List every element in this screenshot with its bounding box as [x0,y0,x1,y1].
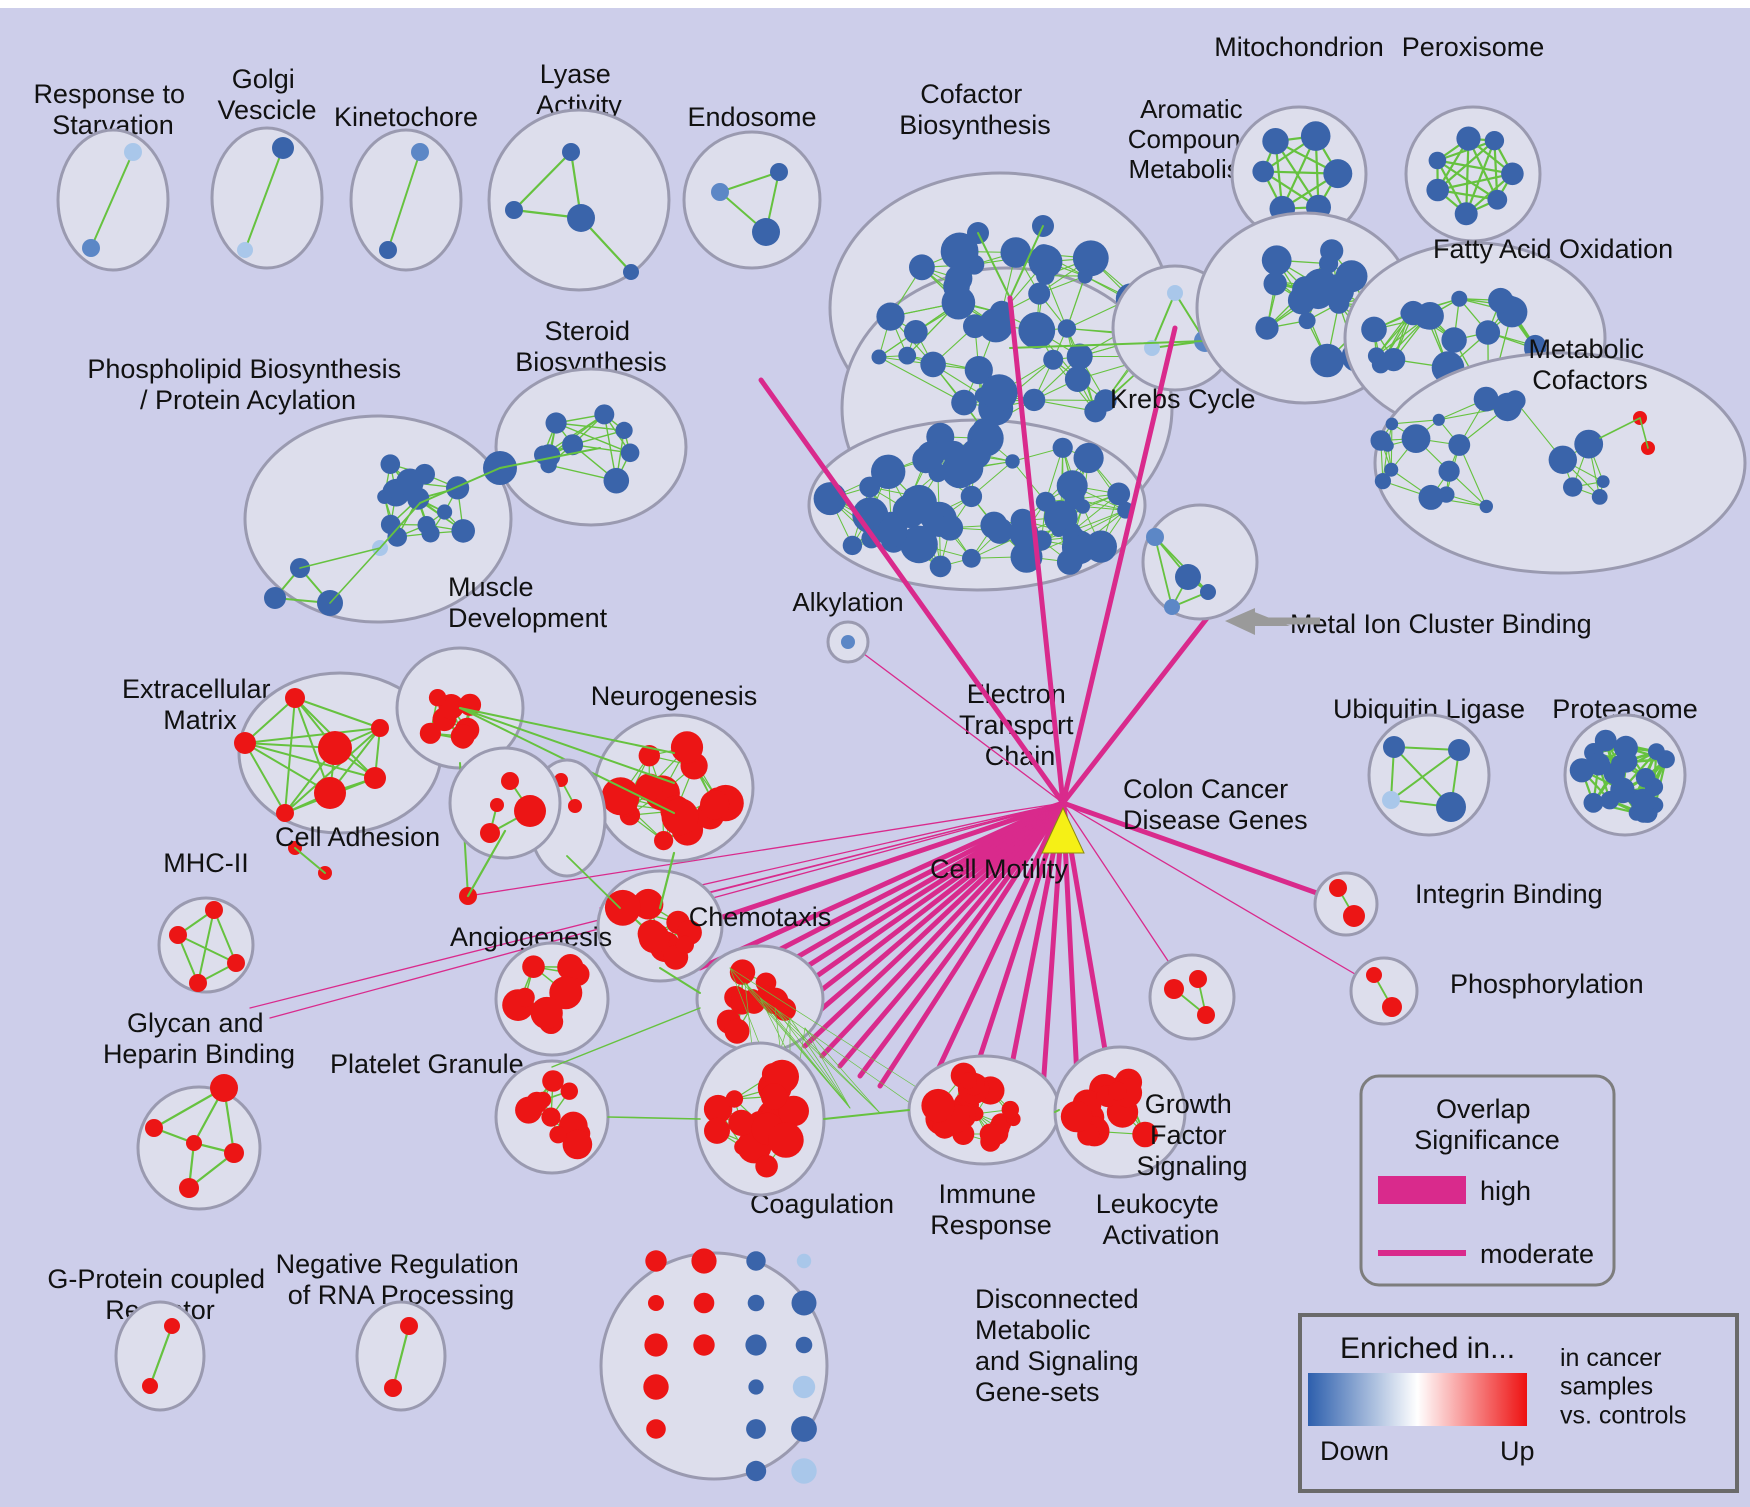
svg-text:high: high [1480,1176,1531,1206]
svg-text:Immune Response: Immune Response [930,1179,1052,1240]
svg-text:Disconnected Metabolic and Sig: Disconnected Metabolic and Signaling Gen… [975,1284,1146,1407]
svg-text:Platelet Granule: Platelet Granule [330,1049,524,1079]
svg-text:Phospholipid Biosynthesis / Pr: Phospholipid Biosynthesis / Protein Acyl… [87,354,408,415]
svg-text:Phosphorylation: Phosphorylation [1450,969,1644,999]
svg-text:Peroxisome: Peroxisome [1402,32,1545,62]
svg-text:Golgi Vescicle: Golgi Vescicle [217,64,316,125]
svg-text:Neurogenesis: Neurogenesis [591,681,758,711]
svg-text:Cell Motility: Cell Motility [930,854,1069,884]
svg-text:Enriched in...: Enriched in... [1340,1332,1515,1365]
svg-text:moderate: moderate [1480,1239,1594,1269]
svg-text:Cell Adhesion: Cell Adhesion [275,822,440,852]
svg-text:Down: Down [1320,1436,1389,1466]
svg-text:Up: Up [1500,1436,1535,1466]
svg-text:Chemotaxis: Chemotaxis [689,902,832,932]
svg-text:Electron Transport Chain: Electron Transport Chain [959,679,1081,771]
svg-text:MHC-II: MHC-II [163,848,248,878]
svg-text:Colon Cancer Disease Genes: Colon Cancer Disease Genes [1123,774,1308,835]
svg-text:Leukocyte Activation: Leukocyte Activation [1096,1189,1227,1250]
svg-text:Muscle Development: Muscle Development [448,572,608,633]
svg-text:Growth Factor Signaling: Growth Factor Signaling [1136,1089,1247,1181]
svg-text:Metal Ion Cluster Binding: Metal Ion Cluster Binding [1290,609,1592,639]
svg-text:Overlap Significance: Overlap Significance [1414,1094,1560,1155]
svg-text:Mitochondrion: Mitochondrion [1214,32,1384,62]
svg-text:Kinetochore: Kinetochore [334,102,478,132]
svg-text:Krebs Cycle: Krebs Cycle [1110,384,1256,414]
svg-text:Metabolic Cofactors: Metabolic Cofactors [1528,334,1651,395]
svg-text:Alkylation: Alkylation [792,587,903,617]
svg-text:Fatty Acid Oxidation: Fatty Acid Oxidation [1433,234,1673,264]
svg-text:in cancer samples vs. controls: in cancer samples vs. controls [1560,1344,1686,1429]
svg-text:Integrin Binding: Integrin Binding [1415,879,1603,909]
svg-text:Endosome: Endosome [687,102,816,132]
svg-text:Glycan and Heparin Binding: Glycan and Heparin Binding [103,1008,295,1069]
svg-text:Cofactor Biosynthesis: Cofactor Biosynthesis [899,79,1051,140]
